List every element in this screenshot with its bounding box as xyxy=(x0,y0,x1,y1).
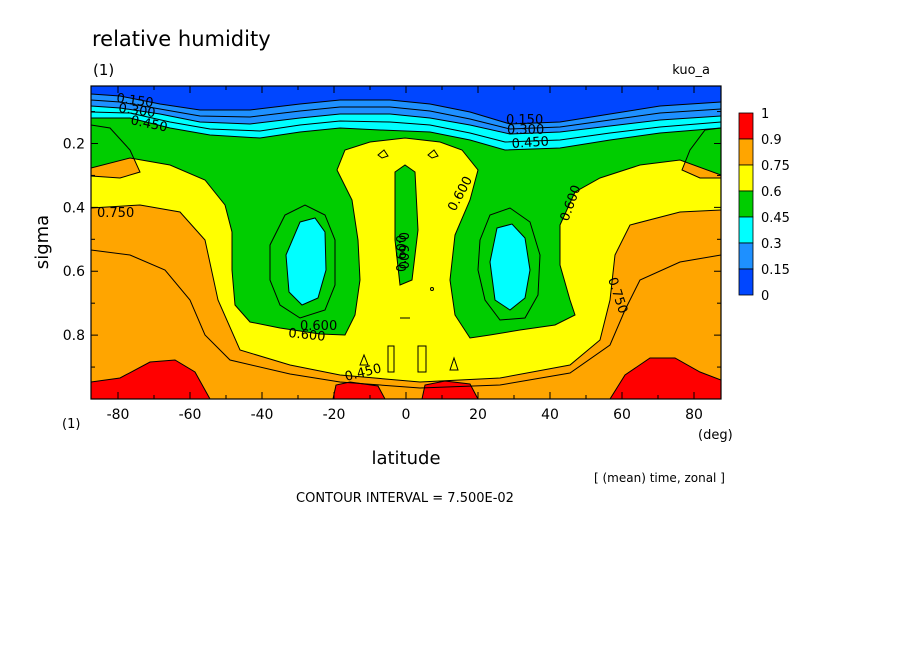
x-tick-label: 20 xyxy=(469,407,487,423)
x-tick-label: 40 xyxy=(541,407,559,423)
contour-label: 0.600 xyxy=(395,232,410,269)
y-tick-label: 0.6 xyxy=(63,264,85,280)
colorbar-label: 0 xyxy=(761,289,769,304)
contour-field: 0.150 0.300 0.450 0.600 0.750 0.150 0.30… xyxy=(91,86,721,399)
colorbar-label: 0.75 xyxy=(761,159,790,174)
fill-band-0.3-0.45-left xyxy=(286,218,326,305)
y-tick-label: 0.4 xyxy=(63,200,85,216)
colorbar-label: 0.9 xyxy=(761,133,782,148)
x-tick-label: -60 xyxy=(179,407,202,423)
colorbar-swatch xyxy=(738,216,754,244)
fill-band-0.3-0.45-right xyxy=(490,224,530,310)
chart-title: relative humidity xyxy=(92,27,271,51)
fill-band-0.9-1-center-right xyxy=(422,381,478,399)
colorbar-swatch xyxy=(738,242,754,270)
y-tick-label: 0.8 xyxy=(63,328,85,344)
colorbar-label: 0.15 xyxy=(761,263,790,278)
panel-label-bottom: (1) xyxy=(62,417,80,432)
colorbar-label: 0.3 xyxy=(761,237,782,252)
contour-label: 0.600 xyxy=(395,235,410,272)
contour-lines xyxy=(91,93,721,399)
y-axis: 0.2 0.4 0.6 0.8 xyxy=(63,111,721,368)
contour-label: 0.150 xyxy=(506,113,543,128)
x-tick-label: -80 xyxy=(107,407,130,423)
x-axis: -80 -60 -40 -20 0 20 40 60 80 xyxy=(107,86,703,423)
fill-band-0.45-0.6-spot-right xyxy=(550,190,566,212)
fill-band-0-0.15 xyxy=(91,86,721,124)
x-tick-label: 60 xyxy=(613,407,631,423)
run-name: kuo_a xyxy=(672,63,710,78)
averaging-note: [ (mean) time, zonal ] xyxy=(594,471,725,485)
colorbar-label: 0.45 xyxy=(761,211,790,226)
x-axis-unit: (deg) xyxy=(698,428,733,443)
x-axis-label: latitude xyxy=(371,448,440,469)
colorbar-swatch xyxy=(738,112,754,140)
contour-label: 0.750 xyxy=(97,206,134,221)
y-tick-label: 0.2 xyxy=(63,136,85,152)
contour-interval: CONTOUR INTERVAL = 7.500E-02 xyxy=(296,491,514,506)
contour-label: 0.600 xyxy=(300,319,337,334)
x-tick-label: -40 xyxy=(251,407,274,423)
colorbar-swatch xyxy=(738,138,754,166)
contour-label: 0.450 xyxy=(511,134,549,152)
fill-band-0.9-1-left xyxy=(91,360,210,399)
colorbar-swatch xyxy=(738,268,754,296)
x-tick-label: -20 xyxy=(323,407,346,423)
contour-label: 0.300 xyxy=(507,123,544,138)
fill-band-0.45-0.6 xyxy=(91,110,721,338)
x-tick-label: 0 xyxy=(402,407,411,423)
fill-band-0.9-1-center-left xyxy=(333,382,385,399)
panel-label: (1) xyxy=(93,61,114,79)
colorbar-swatch xyxy=(738,164,754,192)
contour-label: 0.300 xyxy=(117,101,156,121)
contour-label: 0.150 xyxy=(115,91,154,111)
colorbar-label: 1 xyxy=(761,107,769,122)
y-axis-label: sigma xyxy=(32,215,53,269)
colorbar-label: 0.6 xyxy=(761,185,782,200)
colorbar-swatch xyxy=(738,190,754,218)
colorbar: 1 0.9 0.75 0.6 0.45 0.3 0.15 0 xyxy=(738,107,790,304)
contour-label: 0.600 xyxy=(288,326,327,345)
x-tick-label: 80 xyxy=(685,407,703,423)
